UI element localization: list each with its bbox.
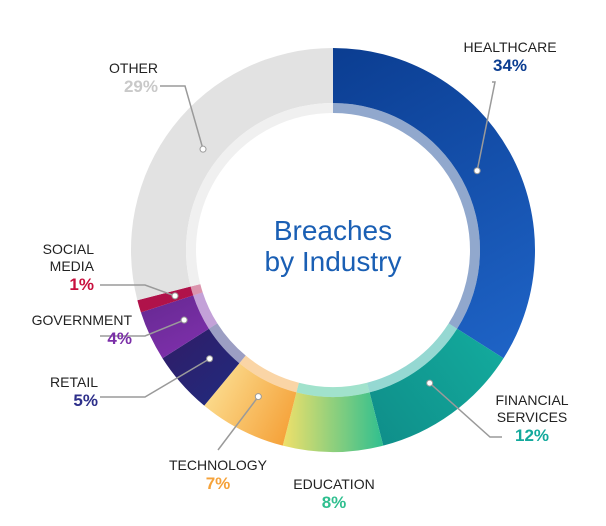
- inner-ring-group: [186, 103, 480, 397]
- slice-social-media: [137, 286, 194, 313]
- value-technology: 7%: [206, 474, 231, 493]
- leader-dot-government: [180, 316, 188, 324]
- inner-ring-financial-services: [367, 323, 458, 393]
- value-financial-services: 12%: [515, 426, 549, 445]
- leader-dot-healthcare: [473, 167, 481, 175]
- leader-dot-financial-services: [426, 379, 434, 387]
- leader-line-government: [100, 319, 185, 337]
- slice-technology: [204, 363, 297, 446]
- slice-other: [131, 48, 333, 301]
- inner-ring-social-media: [190, 284, 203, 296]
- label-retail-line-1: RETAIL: [50, 374, 98, 390]
- label-financial-services-line-1: FINANCIAL: [495, 392, 568, 408]
- value-healthcare: 34%: [493, 56, 527, 75]
- value-other: 29%: [124, 77, 158, 96]
- slices-group: [131, 48, 535, 453]
- leader-dot-retail: [206, 355, 214, 363]
- slice-education: [282, 392, 384, 453]
- slice-government: [140, 295, 209, 359]
- inner-ring-healthcare: [333, 103, 480, 329]
- label-other-line-1: OTHER: [109, 60, 158, 76]
- inner-ring-government: [193, 292, 218, 329]
- slice-financial-services: [369, 328, 504, 446]
- leader-dot-other: [199, 145, 207, 153]
- label-government-line-1: GOVERNMENT: [32, 312, 133, 328]
- leader-line-technology: [217, 396, 259, 451]
- inner-ring-education: [296, 382, 370, 397]
- leader-line-healthcare: [476, 81, 496, 171]
- label-financial-services-line-2: SERVICES: [497, 409, 568, 425]
- leader-line-social-media: [100, 284, 176, 297]
- leader-line-retail: [100, 358, 210, 398]
- value-government: 4%: [107, 329, 132, 348]
- slice-retail: [162, 328, 240, 406]
- center-title-line-2: by Industry: [265, 246, 402, 277]
- leader-dot-social-media: [171, 292, 179, 300]
- leader-lines-group: [100, 81, 502, 451]
- leader-dot-technology: [254, 393, 262, 401]
- leader-line-other: [160, 85, 204, 150]
- center-title-line-1: Breaches: [274, 215, 392, 246]
- value-social-media: 1%: [69, 275, 94, 294]
- leader-line-financial-services: [429, 382, 502, 438]
- label-education-line-1: EDUCATION: [293, 476, 374, 492]
- inner-ring-retail: [208, 323, 246, 364]
- value-education: 8%: [322, 493, 347, 512]
- label-healthcare-line-1: HEALTHCARE: [463, 39, 556, 55]
- inner-ring-technology: [239, 355, 299, 393]
- label-social-media-line-1: SOCIAL: [43, 241, 95, 257]
- value-retail: 5%: [73, 391, 98, 410]
- label-technology-line-1: TECHNOLOGY: [169, 457, 268, 473]
- slice-healthcare: [333, 48, 535, 359]
- label-social-media-line-2: MEDIA: [50, 258, 95, 274]
